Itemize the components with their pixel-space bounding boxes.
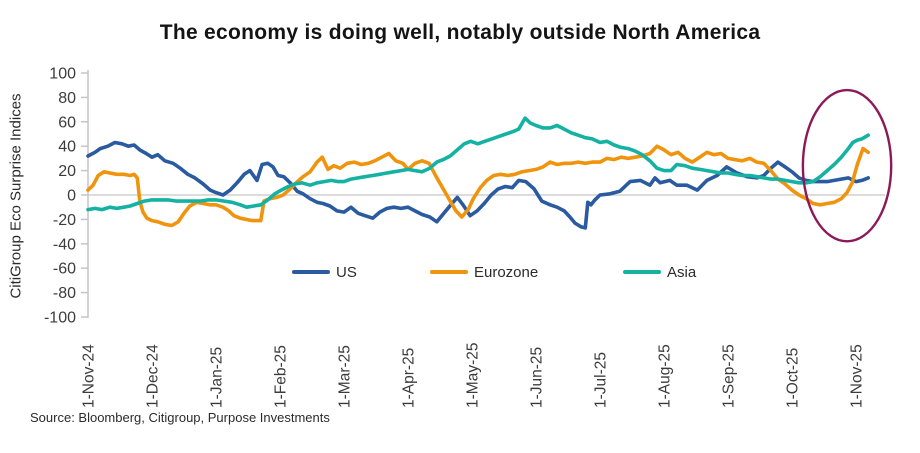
legend-item-eurozone: Eurozone [430,261,538,283]
y-tick-label: 40 [58,139,76,156]
y-tick-label: -40 [53,236,76,253]
x-tick-label: 1-Nov-24 [81,344,98,408]
x-tick-label: 1-Mar-25 [337,345,354,408]
legend-label-us: US [336,263,357,281]
eurozone-line-swatch [430,269,468,275]
asia-line-swatch [623,269,661,275]
us-series-line [86,140,871,230]
x-tick-label: 1-Oct-25 [785,348,802,408]
y-tick-label: -20 [53,212,76,229]
legend-label-eurozone: Eurozone [474,263,539,281]
y-tick-label: -100 [44,310,76,327]
x-tick-label: 1-May-25 [465,343,482,408]
x-tick-label: 1-Nov-25 [849,344,866,408]
x-tick-label: 1-Aug-25 [657,344,674,408]
y-tick-label: 80 [58,90,76,107]
y-tick-label: 0 [67,188,76,205]
y-tick-label: 100 [49,66,76,83]
source-note: Source: Bloomberg, Citigroup, Purpose In… [30,410,330,425]
highlight-ellipse [801,88,893,243]
y-tick-label: 20 [58,163,76,180]
asia-series-line [86,116,871,212]
legend-item-asia: Asia [623,261,696,283]
us-line-swatch [292,269,330,275]
x-tick-label: 1-Apr-25 [401,348,418,408]
y-tick-label: -60 [53,261,76,278]
chart-title: The economy is doing well, notably outsi… [159,21,761,44]
x-tick-label: 1-Feb-25 [273,345,290,408]
chart-legend: US Eurozone Asia [0,261,920,283]
y-tick-label: 60 [58,114,76,131]
x-tick-label: 1-Jan-25 [209,347,226,408]
x-tick-label: 1-Sep-25 [721,344,738,408]
x-tick-label: 1-Jul-25 [593,352,610,408]
x-tick-label: 1-Jun-25 [529,347,546,408]
legend-item-us: US [292,261,357,283]
y-tick-label: -80 [53,285,76,302]
legend-label-asia: Asia [667,263,697,281]
x-tick-label: 1-Dec-24 [145,344,162,408]
